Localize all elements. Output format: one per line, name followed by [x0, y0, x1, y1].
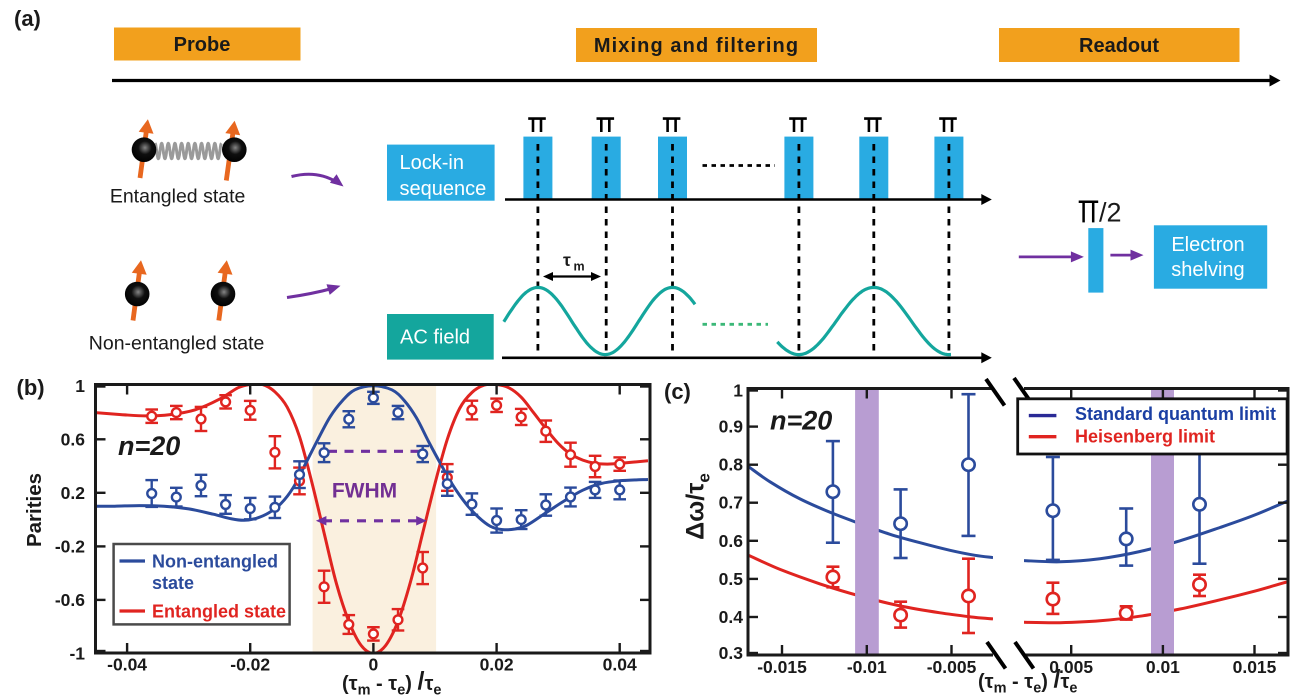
svg-text:Electron: Electron — [1171, 234, 1244, 256]
svg-text:0.01: 0.01 — [1146, 657, 1180, 677]
svg-text:Parities: Parities — [23, 473, 46, 547]
svg-text:Δω/τe: Δω/τe — [682, 473, 714, 540]
svg-text:0.8: 0.8 — [719, 455, 744, 475]
svg-text:Entangled state: Entangled state — [110, 186, 246, 208]
svg-text:0.005: 0.005 — [1049, 657, 1093, 677]
svg-text:0.3: 0.3 — [719, 643, 744, 663]
svg-text:0.2: 0.2 — [61, 483, 86, 503]
svg-text:sequence: sequence — [400, 178, 487, 200]
svg-text:(τm - τe) /τe: (τm - τe) /τe — [342, 667, 441, 699]
svg-text:n=20: n=20 — [118, 431, 180, 461]
svg-text:Mixing and filtering: Mixing and filtering — [594, 35, 799, 57]
svg-text:Non-entangled: Non-entangled — [152, 552, 278, 572]
svg-text:0.9: 0.9 — [719, 417, 744, 437]
svg-text:Readout: Readout — [1079, 35, 1159, 57]
svg-text:shelving: shelving — [1171, 259, 1244, 281]
svg-text:0.7: 0.7 — [719, 493, 743, 513]
svg-text:1: 1 — [75, 376, 85, 396]
svg-text:0.6: 0.6 — [719, 531, 744, 551]
svg-text:-0.02: -0.02 — [230, 655, 270, 675]
svg-text:0.02: 0.02 — [480, 655, 514, 675]
svg-text:FWHM: FWHM — [332, 480, 397, 503]
svg-text:0.015: 0.015 — [1233, 657, 1277, 677]
svg-text:state: state — [152, 573, 194, 593]
svg-text:Probe: Probe — [174, 34, 231, 56]
svg-text:Standard quantum limit: Standard quantum limit — [1075, 404, 1276, 424]
svg-text:1: 1 — [733, 381, 743, 401]
svg-text:0.04: 0.04 — [603, 655, 637, 675]
svg-text:0: 0 — [369, 655, 379, 675]
svg-text:AC field: AC field — [400, 327, 470, 349]
svg-text:0.6: 0.6 — [61, 429, 86, 449]
svg-text:(c): (c) — [664, 379, 691, 404]
svg-text:-0.6: -0.6 — [55, 590, 85, 610]
svg-text:0.5: 0.5 — [719, 569, 744, 589]
svg-text:0.4: 0.4 — [719, 607, 744, 627]
svg-text:/2: /2 — [1099, 198, 1122, 228]
svg-text:(a): (a) — [14, 6, 41, 31]
svg-text:Entangled state: Entangled state — [152, 602, 286, 622]
svg-text:-0.015: -0.015 — [757, 657, 807, 677]
svg-text:τ: τ — [563, 250, 571, 270]
svg-text:Non-entangled state: Non-entangled state — [89, 333, 265, 355]
svg-text:-0.005: -0.005 — [927, 657, 977, 677]
svg-text:Heisenberg limit: Heisenberg limit — [1075, 427, 1215, 447]
svg-text:-0.01: -0.01 — [847, 657, 887, 677]
svg-text:-1: -1 — [69, 643, 85, 663]
svg-text:-0.2: -0.2 — [55, 536, 85, 556]
svg-text:Lock-in: Lock-in — [400, 152, 464, 174]
svg-text:-0.04: -0.04 — [107, 655, 147, 675]
svg-text:m: m — [574, 260, 585, 274]
svg-text:(b): (b) — [17, 375, 45, 400]
svg-text:n=20: n=20 — [770, 406, 832, 436]
